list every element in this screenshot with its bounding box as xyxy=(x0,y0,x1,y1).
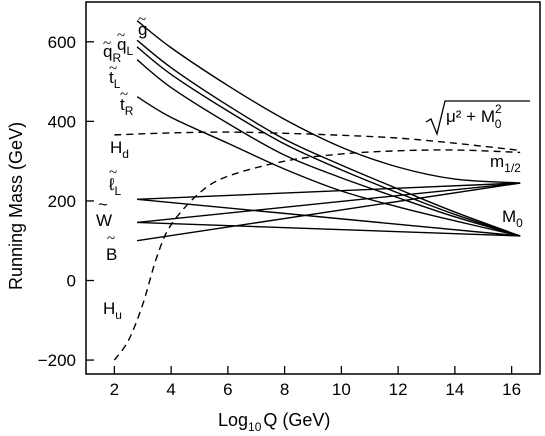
y-tick-label: −200 xyxy=(38,351,76,370)
series-line-1 xyxy=(136,39,521,237)
x-tick-label: 14 xyxy=(445,380,464,399)
series-line-10 xyxy=(114,131,521,152)
label-sqrt-mu-M0: μ² + M2 0 xyxy=(425,100,530,137)
label-bino-tilde: ~ xyxy=(107,231,115,247)
label-slepton: ℓL xyxy=(108,175,122,198)
label-wino-tilde: ~ xyxy=(98,195,108,214)
y-axis-title: Running Mass (GeV) xyxy=(6,122,26,290)
x-tick-label: 8 xyxy=(280,380,289,399)
series-line-11 xyxy=(113,149,521,361)
y-tick-label: 400 xyxy=(48,112,76,131)
x-tick-label: 2 xyxy=(110,380,119,399)
label-tL: tL xyxy=(109,68,121,91)
label-wino: W xyxy=(96,211,112,230)
plot-frame xyxy=(85,1,541,375)
label-qR-tilde: ~ xyxy=(103,36,111,52)
label-m-half: m1/2 xyxy=(490,152,521,175)
label-qL-tilde: ~ xyxy=(117,28,125,44)
series-line-5 xyxy=(137,198,521,237)
series-line-4 xyxy=(136,96,521,237)
label-qL: qL xyxy=(117,35,133,58)
axis-ticks: 2 4 6 8 10 12 14 16 −200 0 200 400 600 xyxy=(38,33,521,399)
x-tick-label: 6 xyxy=(223,380,232,399)
label-gluino: g xyxy=(138,20,147,39)
label-tR-tilde: ~ xyxy=(120,87,128,103)
x-tick-label: 12 xyxy=(389,380,408,399)
x-tick-label: 4 xyxy=(166,380,175,399)
y-tick-label: 600 xyxy=(48,33,76,52)
y-tick-label: 200 xyxy=(48,192,76,211)
curve-labels: ~ g ~ qL ~ qR ~ tL ~ tR Hd ~ ℓL ~ W ~ B … xyxy=(96,12,530,322)
x-tick-label: 10 xyxy=(332,380,351,399)
svg-text:μ² + M20: μ² + M2 0 xyxy=(446,102,502,131)
label-tR: tR xyxy=(120,95,134,118)
curves xyxy=(113,20,521,361)
label-qR: qR xyxy=(103,42,121,65)
label-gluino-tilde: ~ xyxy=(138,12,146,28)
series-line-8 xyxy=(137,221,521,237)
series-line-6 xyxy=(137,182,521,224)
label-tL-tilde: ~ xyxy=(109,61,117,77)
series-line-9 xyxy=(137,182,521,201)
series-line-3 xyxy=(136,59,521,237)
series-line-7 xyxy=(136,182,521,242)
label-Hu: Hu xyxy=(103,299,122,322)
label-M0: M0 xyxy=(502,207,523,230)
label-slepton-tilde: ~ xyxy=(109,165,117,181)
label-Hd: Hd xyxy=(110,138,129,161)
label-bino: B xyxy=(106,245,117,264)
series-line-0 xyxy=(136,20,521,184)
x-axis-title: Log10 Q (GeV) xyxy=(218,410,330,434)
series-line-2 xyxy=(136,46,521,237)
y-tick-label: 0 xyxy=(67,272,76,291)
x-tick-label: 16 xyxy=(502,380,521,399)
